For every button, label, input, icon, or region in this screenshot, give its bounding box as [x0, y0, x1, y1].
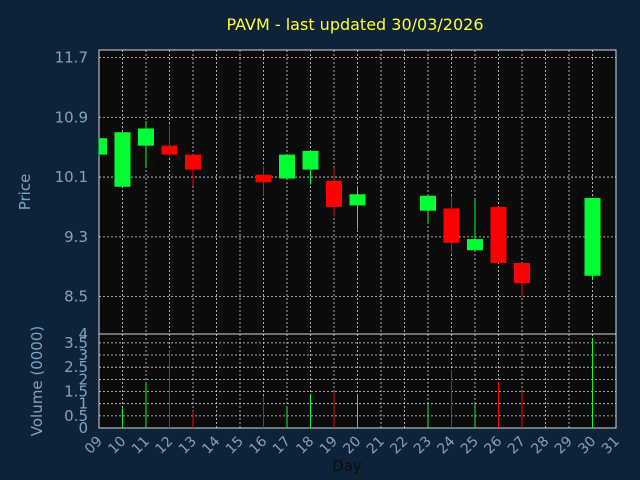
- x-tick-label: 12: [152, 434, 176, 458]
- price-tick-label: 11.7: [55, 48, 88, 66]
- volume-tick-label: 3: [78, 346, 88, 364]
- x-tick-label: 11: [129, 434, 153, 458]
- x-tick-label: 09: [82, 434, 106, 458]
- volume-tick-label: 0: [78, 419, 88, 437]
- candle-body: [255, 174, 272, 183]
- price-axis-label: Price: [16, 174, 34, 211]
- x-tick-label: 22: [387, 434, 411, 458]
- x-tick-label: 18: [293, 434, 317, 458]
- x-tick-label: 23: [411, 434, 435, 458]
- x-tick-label: 31: [599, 434, 623, 458]
- candle-body: [326, 180, 342, 207]
- candle-body: [349, 194, 366, 206]
- candles: [98, 121, 601, 297]
- x-tick-label: 25: [458, 434, 482, 458]
- x-ticks: 09 10 11 12 13 14 15 16 17 18 19 20 21 22 23 24 25 26 27 28…: [82, 433, 623, 457]
- volume-tick-label: 3.5: [64, 334, 88, 352]
- volume-bars: [122, 338, 593, 428]
- candle-body: [443, 208, 460, 243]
- volume-ticks: 00.511.522.533.54: [64, 325, 88, 437]
- x-tick-label: 21: [364, 434, 388, 458]
- candle-body: [420, 195, 436, 211]
- x-tick-label: 28: [528, 434, 552, 458]
- candle-body: [584, 197, 601, 276]
- price-tick-label: 9.3: [64, 228, 88, 246]
- candle-body: [514, 263, 530, 284]
- price-tick-label: 10.9: [55, 108, 88, 126]
- candle-body: [490, 206, 507, 263]
- candle-body: [467, 239, 483, 251]
- x-tick-label: 19: [317, 434, 341, 458]
- x-axis-label: Day: [332, 457, 362, 475]
- x-tick-label: 30: [575, 434, 599, 458]
- x-tick-label: 15: [223, 434, 247, 458]
- candle-body: [161, 145, 178, 155]
- candle-body: [114, 132, 131, 187]
- candle-body: [99, 138, 107, 155]
- x-tick-label: 10: [105, 434, 129, 458]
- x-tick-label: 16: [246, 433, 270, 457]
- x-tick-label: 26: [481, 433, 505, 457]
- x-tick-label: 24: [434, 433, 458, 457]
- price-tick-label: 10.1: [55, 168, 88, 186]
- volume-tick-label: 0.5: [64, 407, 88, 425]
- x-tick-label: 17: [270, 434, 294, 458]
- volume-tick-label: 4: [78, 325, 88, 343]
- volume-tick-label: 1.5: [64, 383, 88, 401]
- x-tick-label: 14: [199, 433, 223, 457]
- x-tick-label: 13: [176, 434, 200, 458]
- x-tick-label: 27: [505, 434, 529, 458]
- price-tick-label: 8.5: [64, 288, 88, 306]
- volume-tick-label: 1: [78, 395, 88, 413]
- price-ticks: 8.5 9.3 10.1 10.9 11.7: [55, 48, 88, 305]
- candle-body: [138, 128, 154, 146]
- candle-body: [185, 154, 201, 170]
- chart-title: PAVM - last updated 30/03/2026: [226, 15, 483, 34]
- volume-tick-label: 2.5: [64, 358, 88, 376]
- x-tick-label: 20: [340, 434, 364, 458]
- candle-body: [279, 154, 295, 179]
- volume-axis-label: Volume (0000): [28, 326, 46, 436]
- x-tick-label: 29: [552, 434, 576, 458]
- candle-body: [302, 150, 319, 170]
- volume-tick-label: 2: [78, 370, 88, 388]
